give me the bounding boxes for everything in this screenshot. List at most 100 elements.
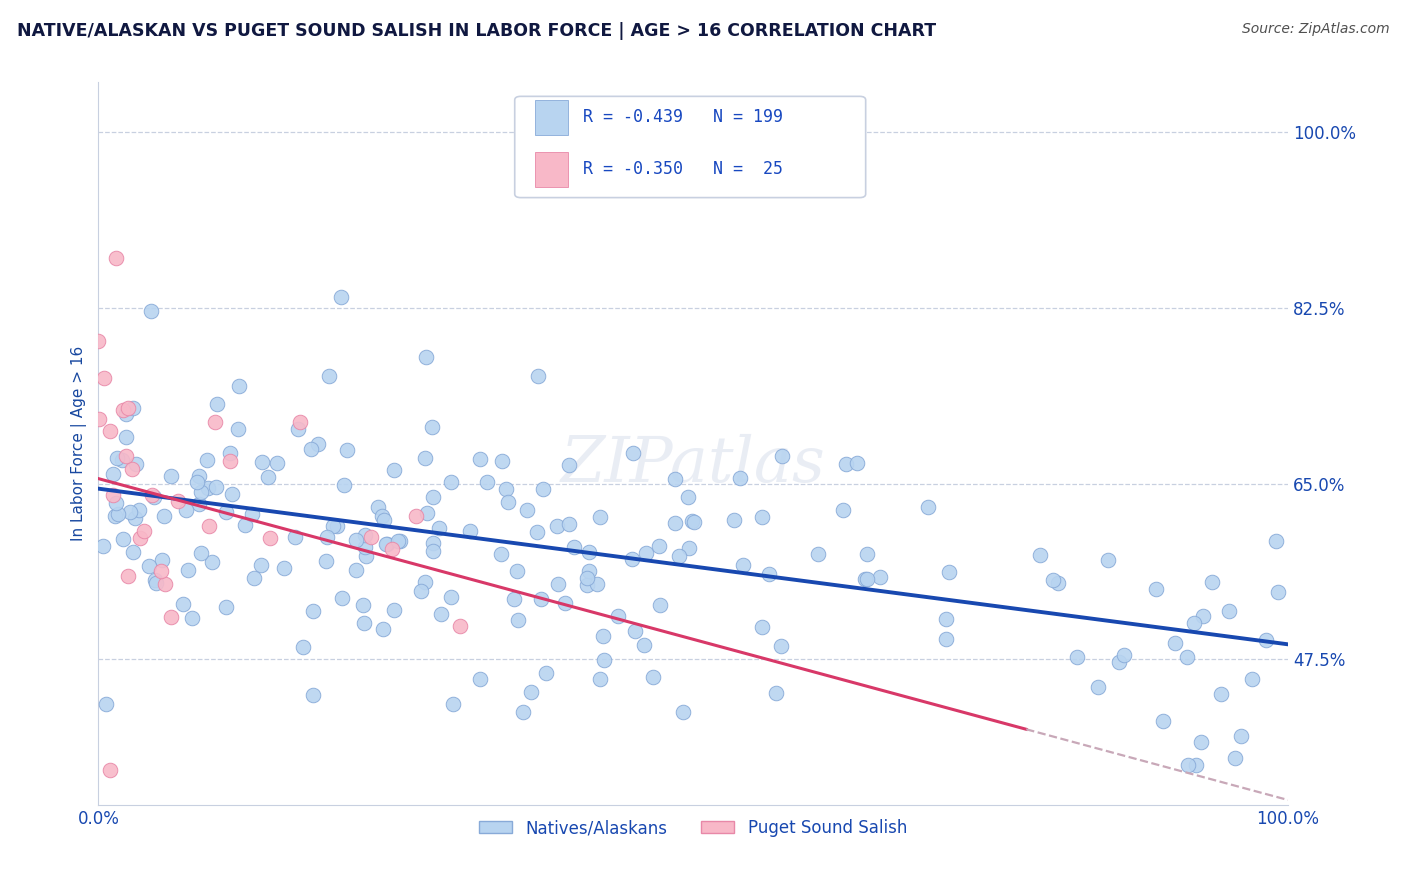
Point (117, 569, 139, 583)
Point (1029, 548, 1052, 562)
Point (1164, 636, 1187, 650)
Point (770, 449, 793, 463)
Point (1240, 672, 1263, 686)
Point (664, 472, 686, 486)
Point (1152, 714, 1174, 728)
Bar (534, 100, 568, 135)
Point (195, 453, 218, 467)
Point (367, 500, 389, 515)
Point (503, 591, 526, 606)
Point (672, 705, 695, 719)
Point (143, 490, 166, 504)
Point (122, 545, 145, 559)
Point (1184, 757, 1206, 772)
Point (344, 563, 367, 577)
Point (316, 530, 339, 544)
Point (98, 763, 121, 777)
Point (87, 334, 110, 348)
Point (287, 422, 309, 436)
Point (413, 574, 436, 589)
Point (132, 524, 155, 538)
Point (1209, 687, 1232, 701)
Point (325, 519, 347, 533)
Point (405, 508, 427, 523)
Point (160, 610, 183, 624)
Point (381, 542, 404, 557)
Point (728, 471, 751, 485)
Point (243, 571, 266, 585)
Text: Source: ZipAtlas.com: Source: ZipAtlas.com (1241, 22, 1389, 37)
Point (1218, 603, 1240, 617)
Point (186, 475, 208, 490)
Point (869, 570, 891, 584)
Point (554, 596, 576, 610)
Point (409, 584, 432, 599)
Point (498, 495, 520, 509)
Point (429, 607, 451, 621)
Point (477, 475, 499, 489)
Point (177, 563, 200, 577)
Point (284, 530, 307, 544)
Point (172, 597, 194, 611)
Point (218, 446, 240, 460)
Point (373, 513, 395, 527)
Point (307, 437, 329, 451)
Bar (534, 152, 568, 186)
Point (250, 455, 273, 469)
Point (576, 571, 599, 585)
Point (174, 502, 197, 516)
Point (187, 469, 209, 483)
Point (371, 622, 394, 636)
Point (917, 500, 939, 514)
Point (273, 561, 295, 575)
Point (333, 478, 356, 492)
Point (354, 540, 377, 554)
Point (441, 697, 464, 711)
Point (676, 490, 699, 504)
Point (422, 490, 444, 504)
Point (512, 705, 534, 719)
Point (751, 510, 773, 524)
Point (683, 515, 706, 529)
Point (489, 547, 512, 561)
Point (115, 408, 138, 422)
Point (546, 518, 568, 533)
Point (589, 673, 612, 687)
Point (458, 524, 481, 538)
Point (115, 430, 138, 444)
Point (1177, 757, 1199, 772)
Point (105, 451, 128, 466)
Point (516, 503, 538, 517)
Point (530, 592, 553, 607)
Point (1192, 609, 1215, 624)
Point (360, 530, 382, 544)
Point (218, 454, 240, 468)
Point (856, 572, 879, 586)
Point (620, 552, 643, 566)
Point (150, 553, 173, 567)
Legend: Natives/Alaskans, Puget Sound Salish: Natives/Alaskans, Puget Sound Salish (472, 813, 914, 844)
Point (250, 558, 273, 572)
Point (141, 488, 163, 502)
Point (93, 371, 115, 385)
Point (387, 533, 409, 548)
Point (124, 511, 146, 525)
Point (1201, 574, 1223, 589)
Point (188, 497, 211, 511)
Point (205, 480, 228, 494)
Point (128, 532, 150, 546)
Point (111, 402, 134, 417)
Point (526, 369, 548, 384)
Point (201, 555, 224, 569)
Point (723, 513, 745, 527)
Point (114, 449, 136, 463)
Point (330, 591, 353, 605)
Text: ZIPatlas: ZIPatlas (561, 434, 825, 496)
Point (344, 533, 367, 547)
Point (215, 599, 238, 614)
Point (668, 549, 690, 564)
Point (318, 368, 340, 383)
Y-axis label: In Labor Force | Age > 16: In Labor Force | Age > 16 (72, 346, 87, 541)
Point (1265, 533, 1288, 548)
Point (547, 577, 569, 591)
